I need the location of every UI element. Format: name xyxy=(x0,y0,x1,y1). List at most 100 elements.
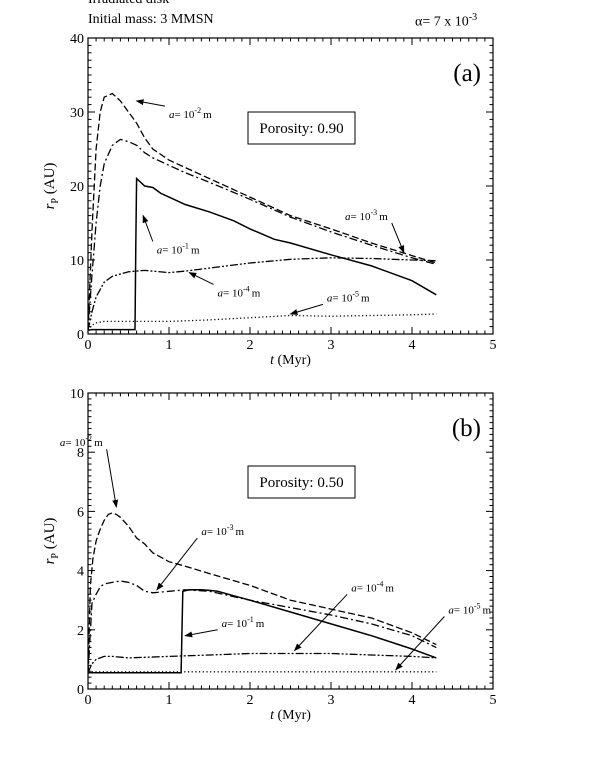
annotation-arrow xyxy=(188,272,214,285)
y-axis-label-unit: (AU) xyxy=(42,163,58,198)
y-axis-label-var: r xyxy=(42,203,58,209)
porosity-box xyxy=(247,465,356,499)
series-line-a-10-1-m xyxy=(88,589,437,674)
x-tick-label: 2 xyxy=(247,693,254,708)
annotation-label: a= 10-3 m xyxy=(345,208,388,223)
annotation-var: a xyxy=(351,582,357,594)
annotation-var: a xyxy=(201,526,207,538)
y-axis-label: rP (AU) xyxy=(42,163,61,210)
x-tick-label: 4 xyxy=(409,338,416,353)
annotation-var: a xyxy=(222,618,228,630)
annotation-arrow xyxy=(184,629,218,638)
x-axis-label-unit: (Myr) xyxy=(274,353,311,368)
annotation-exponent: -1 xyxy=(182,242,189,251)
annotation-base: = 10 xyxy=(207,526,227,538)
chart-panel-a: 0 1 2 3 4 5 0 10 20 30 40 t (Myr) rP (AU) (a) Porosity… xyxy=(42,32,497,368)
header-alpha-text: α= 7 x 10 xyxy=(415,14,469,30)
y-tick-label: 20 xyxy=(70,180,84,195)
annotation-base: = 10 xyxy=(65,437,85,449)
annotation-base: = 10 xyxy=(174,109,194,121)
x-axis-label-var: t xyxy=(270,708,275,723)
annotation-label: a= 10-1 m xyxy=(157,242,200,257)
y-tick-label: 6 xyxy=(77,505,84,520)
y-tick-label: 30 xyxy=(70,106,84,121)
x-tick-label: 1 xyxy=(166,693,173,708)
porosity-box xyxy=(247,111,356,145)
annotation-var: a xyxy=(157,245,163,257)
annotation-label: a= 10-5 m xyxy=(327,289,370,304)
annotation-arrow xyxy=(395,616,445,671)
x-tick-label: 0 xyxy=(85,693,92,708)
panel-label: (b) xyxy=(452,415,481,442)
annotation-label: a= 10-1 m xyxy=(222,615,265,630)
annotation-base: = 10 xyxy=(351,211,371,223)
annotation-exponent: -2 xyxy=(194,106,201,115)
x-tick-label: 4 xyxy=(409,693,416,708)
annotation-arrow xyxy=(289,303,324,315)
annotation-arrow xyxy=(142,214,154,242)
annotation-arrow xyxy=(293,593,348,652)
annotation-label: a= 10-4 m xyxy=(218,284,261,299)
porosity-label: Porosity: 0.50 xyxy=(259,475,343,491)
annotation-unit: m xyxy=(361,292,370,304)
header-disk-type: Irradiated disk xyxy=(88,0,169,8)
y-tick-label: 40 xyxy=(70,32,84,47)
annotation-exponent: -1 xyxy=(247,615,254,624)
annotation-var: a xyxy=(218,287,224,299)
x-tick-label: 3 xyxy=(328,338,335,353)
x-axis-label-var: t xyxy=(270,353,275,368)
annotation-exponent: -2 xyxy=(85,434,92,443)
annotation-unit: m xyxy=(379,211,388,223)
x-tick-label: 5 xyxy=(490,693,497,708)
y-axis-label-sub: P xyxy=(50,198,61,204)
annotation-var: a xyxy=(448,604,454,616)
y-tick-label: 0 xyxy=(77,683,84,698)
annotation-unit: m xyxy=(235,526,244,538)
y-axis-label: rP (AU) xyxy=(42,518,61,565)
header-alpha-exponent: -3 xyxy=(468,12,478,23)
annotation-label: a= 10-2 m xyxy=(169,106,212,121)
annotation-unit: m xyxy=(94,437,103,449)
annotation-exponent: -4 xyxy=(377,579,384,588)
x-axis-label-unit: (Myr) xyxy=(274,708,311,723)
annotation-base: = 10 xyxy=(332,292,352,304)
series-line-a-10-5-m xyxy=(88,313,437,331)
porosity-label: Porosity: 0.90 xyxy=(259,121,343,137)
annotation-label: a= 10-3 m xyxy=(201,523,244,538)
annotation-unit: m xyxy=(385,582,394,594)
annotation-base: = 10 xyxy=(357,582,377,594)
annotation-exponent: -3 xyxy=(371,208,378,217)
annotation-unit: m xyxy=(191,245,200,257)
annotation-exponent: -3 xyxy=(227,523,234,532)
annotation-label: a= 10-5 m xyxy=(448,601,491,616)
annotation-var: a xyxy=(60,437,66,449)
chart-panel-b: 0 1 2 3 4 5 0 2 4 6 8 10 t (Myr) rP (AU) (b) Porosity: … xyxy=(42,387,497,723)
series-line-a-10-4-m xyxy=(88,652,437,673)
annotation-arrow xyxy=(156,537,198,591)
x-tick-label: 0 xyxy=(85,338,92,353)
y-axis-label-unit: (AU) xyxy=(42,518,58,553)
y-tick-label: 0 xyxy=(77,328,84,343)
y-axis-label-sub: P xyxy=(50,553,61,559)
series-line-a-10-2-m xyxy=(88,512,437,675)
annotation-unit: m xyxy=(252,287,261,299)
annotation-label: a= 10-4 m xyxy=(351,579,394,594)
x-axis-label: t (Myr) xyxy=(270,708,311,723)
x-axis-label: t (Myr) xyxy=(270,353,311,368)
series-line-a-10-4-m xyxy=(88,257,437,331)
series-line-a-10-3-m xyxy=(88,138,437,331)
annotation-base: = 10 xyxy=(454,604,474,616)
annotation-var: a xyxy=(345,211,351,223)
y-axis-label-var: r xyxy=(42,558,58,564)
annotation-exponent: -4 xyxy=(243,284,250,293)
x-tick-label: 5 xyxy=(490,338,497,353)
annotation-base: = 10 xyxy=(227,618,247,630)
annotation-var: a xyxy=(327,292,333,304)
annotation-exponent: -5 xyxy=(474,601,481,610)
y-tick-label: 4 xyxy=(77,565,84,580)
panel-label: (a) xyxy=(453,60,481,87)
x-tick-label: 1 xyxy=(166,338,173,353)
series-line-a-10-1-m xyxy=(88,176,437,332)
annotation-unit: m xyxy=(256,618,265,630)
